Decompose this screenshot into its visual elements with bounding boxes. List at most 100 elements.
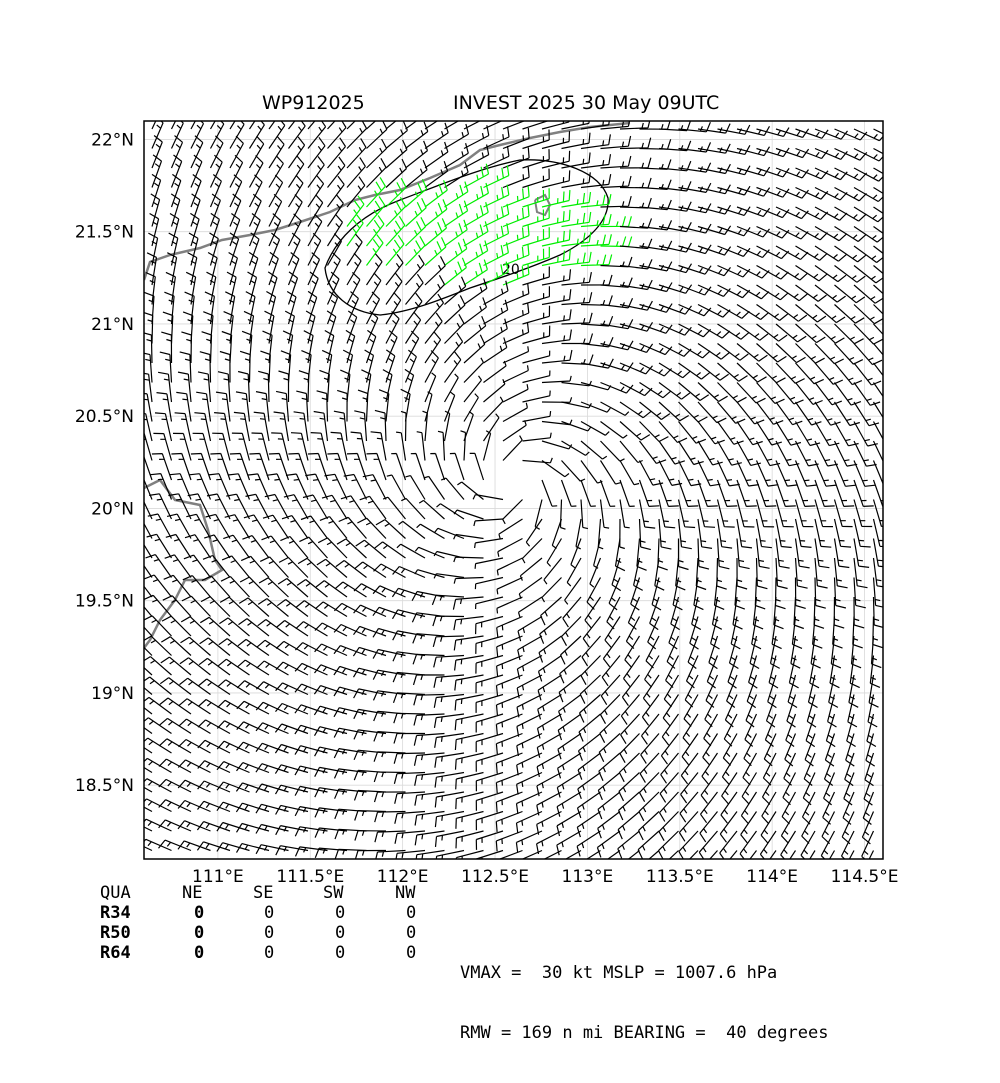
wind-barb (433, 654, 465, 668)
wind-barb (444, 332, 464, 364)
wind-barb (561, 420, 592, 432)
wind-barb (268, 251, 279, 286)
wind-barb (161, 331, 173, 364)
wind-barb (255, 701, 289, 715)
wind-barb (809, 655, 820, 689)
wind-barb (717, 323, 750, 340)
wind-barb (333, 727, 367, 738)
wind-barb (717, 225, 751, 237)
wind-barb (333, 686, 367, 697)
wind-barb (334, 581, 367, 598)
wind-barb (502, 384, 529, 403)
wind-barb (401, 497, 426, 520)
wind-barb (623, 655, 640, 687)
wind-barb (294, 826, 328, 837)
wind-barb (522, 129, 550, 150)
plot-frame (143, 120, 884, 860)
lon-tick-label: 114.5°E (831, 867, 899, 887)
wind-barb (144, 717, 172, 734)
wind-barb (144, 656, 172, 676)
wind-barb (522, 305, 551, 325)
wind-barb (580, 154, 612, 169)
wind-barb (261, 535, 289, 559)
wind-barb (475, 830, 504, 850)
wind-barb (158, 799, 192, 813)
wind-barb-strong (522, 227, 550, 247)
wind-barb (873, 186, 883, 195)
wind-barb (722, 733, 738, 766)
radii-value-nw: 0 (406, 923, 417, 943)
wind-barb (541, 150, 571, 169)
wind-barb (280, 535, 309, 559)
wind-barb (463, 125, 490, 150)
radii-value-ne: 0 (194, 943, 205, 963)
wind-barb (256, 639, 289, 657)
wind-barb (872, 538, 883, 568)
longitude-ticks: 111°E 111.5°E 112°E 112.5°E 113°E 113.5°E 114°… (192, 867, 898, 887)
wind-barb-strong (541, 190, 571, 208)
wind-barb (219, 350, 231, 383)
wind-barb (853, 479, 874, 507)
wind-barb (336, 538, 367, 559)
wind-barb (541, 460, 570, 478)
wind-barb (455, 771, 484, 790)
coastline-hainan (144, 478, 224, 649)
wind-barb (454, 752, 484, 770)
wind-barb-strong (483, 203, 510, 228)
wind-barb (619, 401, 652, 419)
storm-id-title: WP912025 (262, 92, 365, 114)
wind-barb (179, 657, 211, 676)
wind-barb (150, 473, 173, 500)
wind-barb (749, 850, 757, 859)
wind-barb (756, 343, 787, 363)
wind-barb (717, 245, 751, 257)
wind-barb (639, 401, 671, 420)
wind-barb (759, 830, 777, 859)
wind-barb (522, 168, 550, 189)
wind-barb (658, 284, 693, 294)
wind-barb (180, 616, 211, 637)
wind-barb-strong (405, 197, 427, 227)
wind-barb (608, 577, 621, 611)
wind-barb (396, 431, 407, 461)
wind-barb (374, 541, 406, 559)
wind-barb (385, 349, 396, 383)
wind-barb (794, 499, 814, 528)
wind-barb (719, 830, 738, 859)
wind-barb (872, 460, 883, 486)
wind-barb (314, 827, 348, 838)
wind-barb (255, 844, 289, 855)
wind-barb (483, 318, 508, 345)
wind-barb (536, 771, 562, 797)
wind-barb (736, 440, 762, 466)
wind-barb (680, 772, 699, 804)
wind-barb (474, 557, 504, 569)
wind-barb (197, 719, 231, 735)
wind-barb (795, 245, 828, 261)
wind-barb (375, 849, 406, 859)
wind-barb (437, 430, 446, 461)
wind-barb (475, 752, 504, 772)
wind-barb (648, 850, 660, 859)
wind-barb (424, 141, 449, 169)
wind-barb-strong (561, 231, 592, 247)
wind-barb (186, 513, 212, 539)
wind-barb (697, 362, 729, 381)
wind-barb (239, 576, 270, 598)
wind-barb (454, 674, 484, 691)
wind-barb (171, 452, 192, 481)
wind-barb-strong (522, 188, 550, 208)
wind-barb (159, 677, 192, 695)
wind-barb (639, 440, 667, 464)
wind-barb (755, 557, 768, 590)
wind-barb (374, 810, 406, 823)
wind-barb (413, 693, 445, 706)
wind-barb (190, 452, 212, 481)
wind-barb (502, 121, 526, 130)
wind-barb-strong (463, 163, 490, 189)
wind-barb (834, 304, 865, 324)
wind-barb (156, 392, 173, 422)
wind-barb (395, 849, 426, 859)
lon-tick-label: 114°E (746, 867, 798, 887)
wind-barb (178, 738, 211, 754)
